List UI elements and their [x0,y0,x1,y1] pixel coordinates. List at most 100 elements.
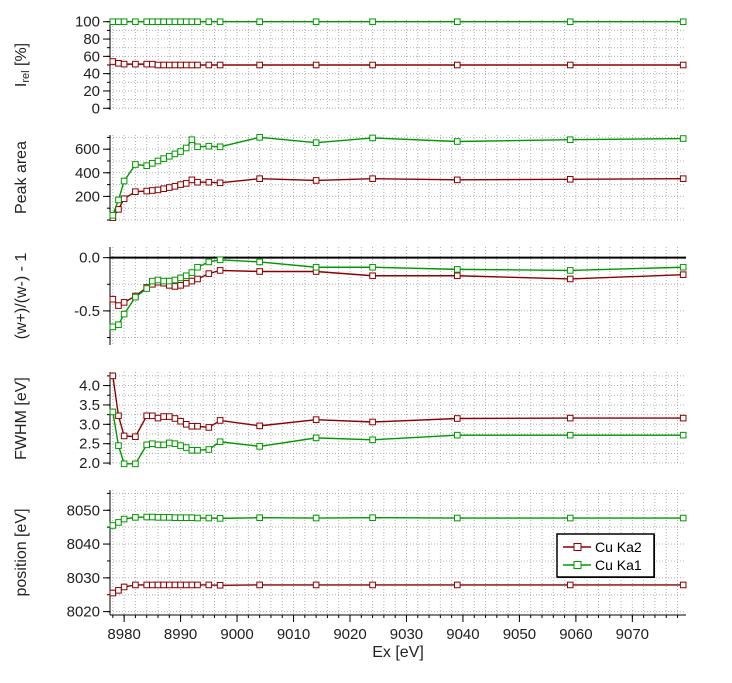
data-point [143,513,151,521]
data-point [205,178,213,186]
data-point [256,18,263,26]
data-point [312,177,320,184]
data-point [679,18,687,26]
data-point [188,136,196,144]
grid-layer [110,20,686,615]
data-point [149,60,156,68]
data-point [177,274,184,282]
data-point [188,18,196,26]
data-point [453,138,461,145]
data-point [312,18,320,26]
data-point [154,581,162,589]
data-point [143,18,151,26]
data-point [188,422,196,430]
data-point [188,277,196,285]
data-point [216,61,224,69]
data-point [369,18,376,26]
data-point [149,18,156,26]
data-point [132,60,139,68]
data-point [312,263,320,271]
data-point [566,275,574,283]
data-point [194,581,201,589]
data-point [182,180,190,187]
data-point [177,18,184,26]
data-point [369,263,376,271]
axes-layer [103,20,686,622]
data-point [312,514,320,522]
data-point [194,61,201,69]
data-point [256,134,263,141]
y-axis-label: FWHM [eV] [13,377,30,460]
legend-swatch-marker [573,561,582,569]
data-point [194,422,201,430]
data-point [132,581,139,589]
data-point [312,581,320,589]
data-point [143,581,151,589]
data-point [182,421,190,428]
data-point [256,514,263,522]
data-point [216,267,224,274]
data-point [165,18,173,26]
data-point [256,61,263,69]
data-point [453,415,461,422]
data-point [177,442,184,449]
y-tick-label: 8030 [67,570,100,587]
data-point [566,267,574,274]
y-tick-label: 4.0 [79,378,100,395]
data-point [177,148,184,155]
data-point [205,18,213,26]
data-point [194,178,201,186]
data-point [369,175,376,182]
data-point [453,431,461,439]
data-point [171,276,179,284]
data-point [194,18,201,26]
y-tick-label: 60 [83,48,100,65]
x-tick-label: 9060 [559,626,592,643]
data-point [109,211,117,219]
data-point [312,434,320,442]
legend-box [556,533,655,578]
y-tick-label: 2.0 [79,455,100,472]
data-point [115,206,122,213]
data-point [160,61,167,69]
data-point [205,424,213,431]
data-point [160,441,167,449]
data-point [160,514,167,521]
data-point [205,446,213,453]
data-point [120,177,128,185]
data-point [171,415,179,422]
data-point [154,157,162,165]
data-point [149,513,156,521]
data-point [188,61,196,69]
data-point [256,258,263,266]
y-axis-label: position [eV] [13,508,30,596]
data-point [182,144,190,152]
data-point [149,277,156,285]
data-point [154,61,162,69]
data-point [160,185,167,193]
data-point [679,514,687,522]
data-point [182,272,190,280]
data-point [171,150,179,158]
data-point [256,581,263,589]
data-point [566,18,574,26]
x-tick-label: 9010 [277,626,310,643]
data-point [205,142,213,150]
data-point [188,269,196,276]
data-point [120,299,128,306]
y-tick-label: 200 [75,188,100,205]
data-point [165,152,173,160]
data-point [194,514,201,522]
data-point [154,414,162,422]
y-tick-label: 8040 [67,536,100,553]
data-point [182,581,190,589]
data-point [216,417,224,424]
y-axis-label: Irel [%] [13,43,33,87]
data-point [115,196,122,204]
x-tick-label: 9070 [616,626,649,643]
y-tick-label: 0.0 [79,250,100,267]
data-point [115,18,122,26]
data-point [115,59,122,67]
x-tick-label: 9040 [446,626,479,643]
